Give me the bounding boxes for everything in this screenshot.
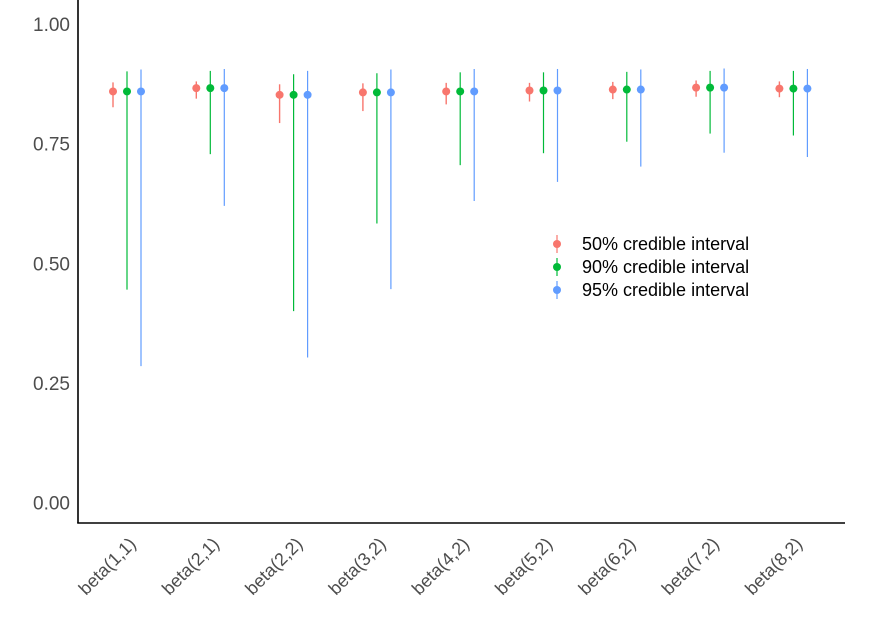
x-tick-label: beta(3,2) [325, 534, 390, 599]
point-estimate [470, 87, 479, 96]
x-tick-label: beta(2,2) [241, 534, 306, 599]
point-estimate [803, 84, 812, 93]
point-estimate [275, 90, 284, 99]
point-estimate [109, 87, 117, 96]
point-estimate [539, 86, 548, 95]
point-estimate [289, 90, 298, 99]
legend-label: 50% credible interval [582, 234, 749, 254]
point-estimate [636, 85, 645, 94]
point-estimate [303, 90, 312, 99]
point-estimate [706, 83, 715, 92]
x-tick-label: beta(7,2) [658, 534, 723, 599]
legend-label: 90% credible interval [582, 257, 749, 277]
legend-label: 95% credible interval [582, 280, 749, 300]
point-estimate [123, 87, 131, 96]
y-tick-label: 0.25 [33, 374, 70, 395]
legend-key-point [553, 240, 561, 248]
point-estimate [372, 88, 381, 97]
point-estimate [525, 86, 534, 95]
point-estimate [220, 84, 229, 93]
x-tick-label: beta(2,1) [158, 534, 223, 599]
y-tick-label: 0.00 [33, 494, 70, 515]
point-estimate [386, 88, 395, 97]
point-estimate [775, 84, 784, 93]
point-estimate [720, 83, 729, 92]
x-tick-label: beta(5,2) [491, 534, 556, 599]
legend-key-point [553, 263, 561, 271]
x-tick-label: beta(8,2) [741, 534, 806, 599]
point-estimate [137, 87, 145, 96]
point-estimate [192, 84, 201, 93]
legend-key-point [553, 286, 561, 294]
point-estimate [789, 84, 798, 93]
plot-marks [109, 68, 812, 367]
point-estimate [456, 87, 465, 96]
y-tick-label: 0.50 [33, 254, 70, 275]
point-estimate [692, 83, 701, 92]
point-estimate [442, 87, 451, 96]
legend: 50% credible interval 90% credible interv… [553, 234, 749, 300]
y-tick-label: 0.75 [33, 135, 70, 156]
point-estimate [553, 86, 562, 95]
point-estimate [206, 84, 215, 93]
x-tick-label: beta(6,2) [575, 534, 640, 599]
x-tick-label: beta(1,1) [75, 534, 140, 599]
point-estimate [622, 85, 631, 94]
point-estimate [608, 85, 617, 94]
y-tick-label: 1.00 [33, 15, 70, 36]
x-tick-label: beta(4,2) [408, 534, 473, 599]
point-estimate [358, 88, 367, 97]
